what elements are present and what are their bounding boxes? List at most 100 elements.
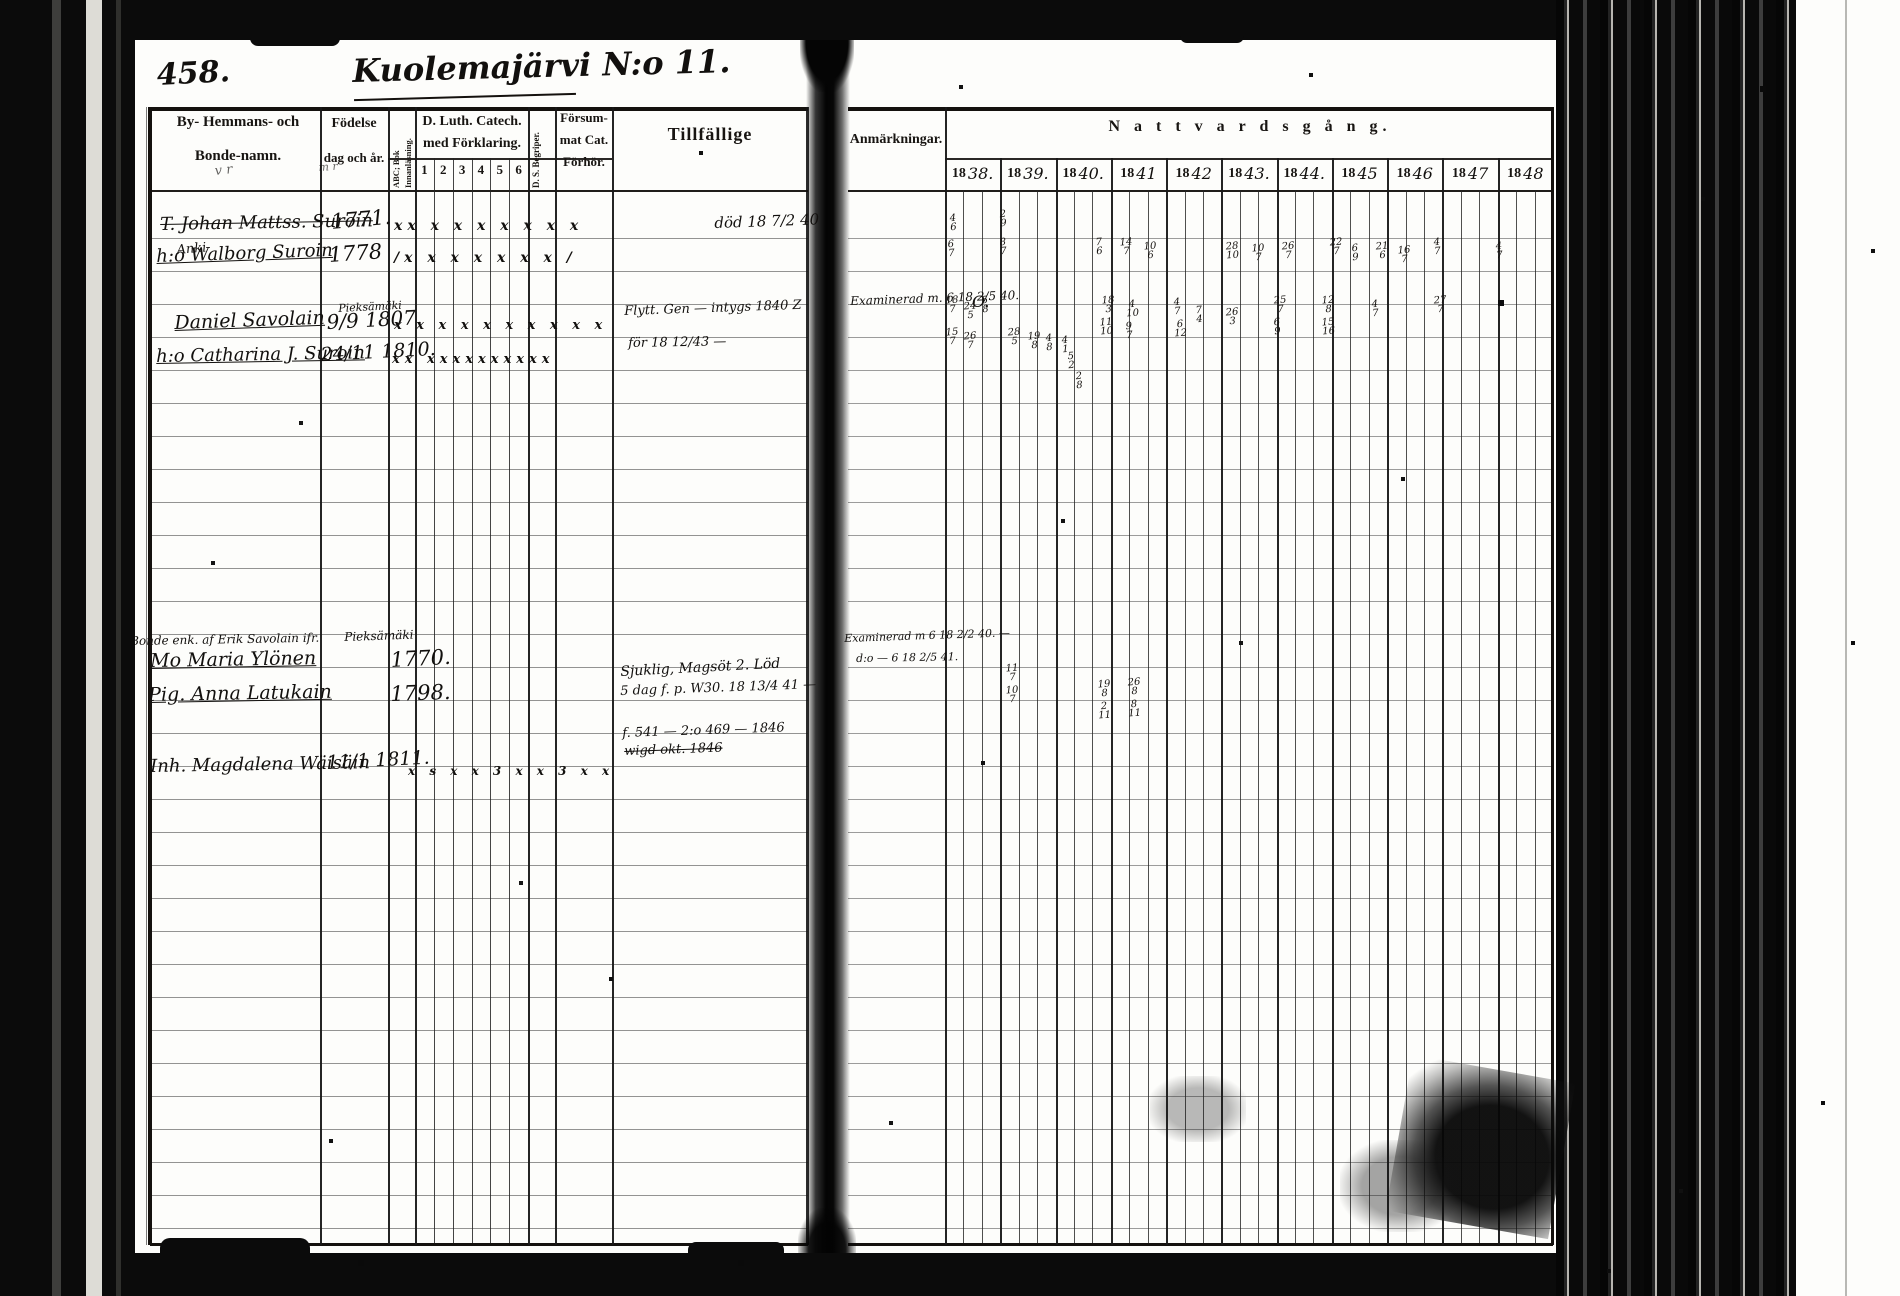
handwritten-entry: d:o — 6 18 2/5 41. [856,650,959,665]
year-column-line [1000,158,1003,1245]
row-line [150,1162,808,1163]
border-ragged-bump [688,1242,784,1258]
year-label: 18 41 [1120,164,1157,183]
row-line [150,1096,808,1097]
communion-date-mark: 21 6 [1375,240,1389,262]
year-column-line [1055,158,1058,1245]
catechism-subline [433,158,435,1243]
header-line [848,190,1553,192]
handwritten-entry: Mo Maria Ylönen [150,647,317,672]
title-underline [354,92,576,102]
handwritten-entry: 1770. [390,644,452,672]
handwritten-entry: Daniel Savolain [174,306,326,334]
handwritten-entry: Pig. Anna Latukain [148,680,332,706]
row-line [150,700,808,701]
year-label: 18 43. [1228,164,1270,183]
scan-border-left [0,0,135,1296]
communion-subline [963,190,965,1243]
table-border [146,107,147,1245]
communion-subline [981,190,983,1243]
scan-border-top [0,0,1640,40]
row-line [848,766,1553,767]
column-line [528,107,530,1245]
year-column-line [1387,158,1390,1245]
row-line [848,1096,1553,1097]
scan-border-bottom [0,1253,1640,1296]
handwritten-entry: Sjuklig, Magsöt 2. Löd [620,655,781,680]
column-line [320,107,322,1245]
header-forsummat-line3: Förhör. [563,154,605,169]
row-line [848,304,1553,305]
header-begriper-vertical: D. S. Begriper. [531,132,541,188]
communion-subline [1313,190,1315,1243]
row-line [150,733,808,734]
left-band-streak [52,0,61,1296]
communion-date-mark: 11 10 [1099,316,1114,338]
border-ragged-bump [1180,28,1244,43]
row-line [848,469,1553,470]
communion-subline [1018,190,1020,1243]
year-label: 18 46 [1396,164,1433,183]
row-line [848,370,1553,371]
row-line [848,667,1553,668]
communion-date-mark: 26 7 [963,330,977,352]
communion-date-mark: 19 8 [1097,678,1111,700]
handwritten-entry: 1778 [328,239,383,267]
row-line [150,1129,808,1130]
row-line [848,799,1553,800]
handwritten-entry: Flytt. Gen — intygs 1840 Z [624,297,802,319]
page-number: 458. [156,54,231,93]
handwritten-entry: x s x x 3 x x 3 x x [408,764,615,778]
row-line [150,601,808,602]
row-line [150,931,808,932]
catechism-subline [509,158,511,1243]
year-label: 18 44. [1283,164,1325,183]
row-line [848,502,1553,503]
row-line [848,964,1553,965]
left-band-streak [116,0,121,1296]
row-line [150,634,808,635]
communion-date-mark: 22 7 [1329,236,1343,258]
row-line [848,865,1553,866]
right-margin-line [1845,0,1847,1296]
scan-speckles [0,0,2,2]
communion-subline [1092,190,1094,1243]
year-label: 18 38. [951,164,994,183]
communion-date-mark: 28 10 [1225,240,1240,262]
communion-subline [1479,190,1481,1243]
communion-date-mark: 11 7 [1005,662,1019,684]
catechism-grade-number: 2 [439,162,447,177]
row-line [150,1195,808,1196]
communion-subline [1368,190,1370,1243]
communion-date-mark: 2 11 [1097,700,1112,722]
row-line [848,1129,1553,1130]
communion-date-mark: 8 11 [1127,698,1142,720]
communion-date-mark: 10 7 [1005,684,1019,706]
catechism-grade-number: 6 [515,162,522,177]
row-line [848,898,1553,899]
row-line [848,1063,1553,1064]
header-forsummat-line1: Försum- [560,110,608,125]
communion-subline [1516,190,1518,1243]
header-abc-vertical: ABC; Bok Innanläsning. [391,138,413,188]
header-line [388,158,612,160]
handwritten-entry: 1771. [330,204,392,234]
row-line [150,370,808,371]
gutter-shadow-bottom [798,1208,856,1260]
handwritten-entry: 5 dag f. p. W30. 18 13/4 41 — [620,677,817,699]
handwritten-entry: Examinerad m. 6 18 2/5 40. [850,288,1020,308]
communion-subline [1202,190,1204,1243]
communion-subline [1258,190,1260,1243]
row-line [848,1162,1553,1163]
row-line [150,568,808,569]
catechism-subline [452,158,454,1243]
row-line [848,733,1553,734]
